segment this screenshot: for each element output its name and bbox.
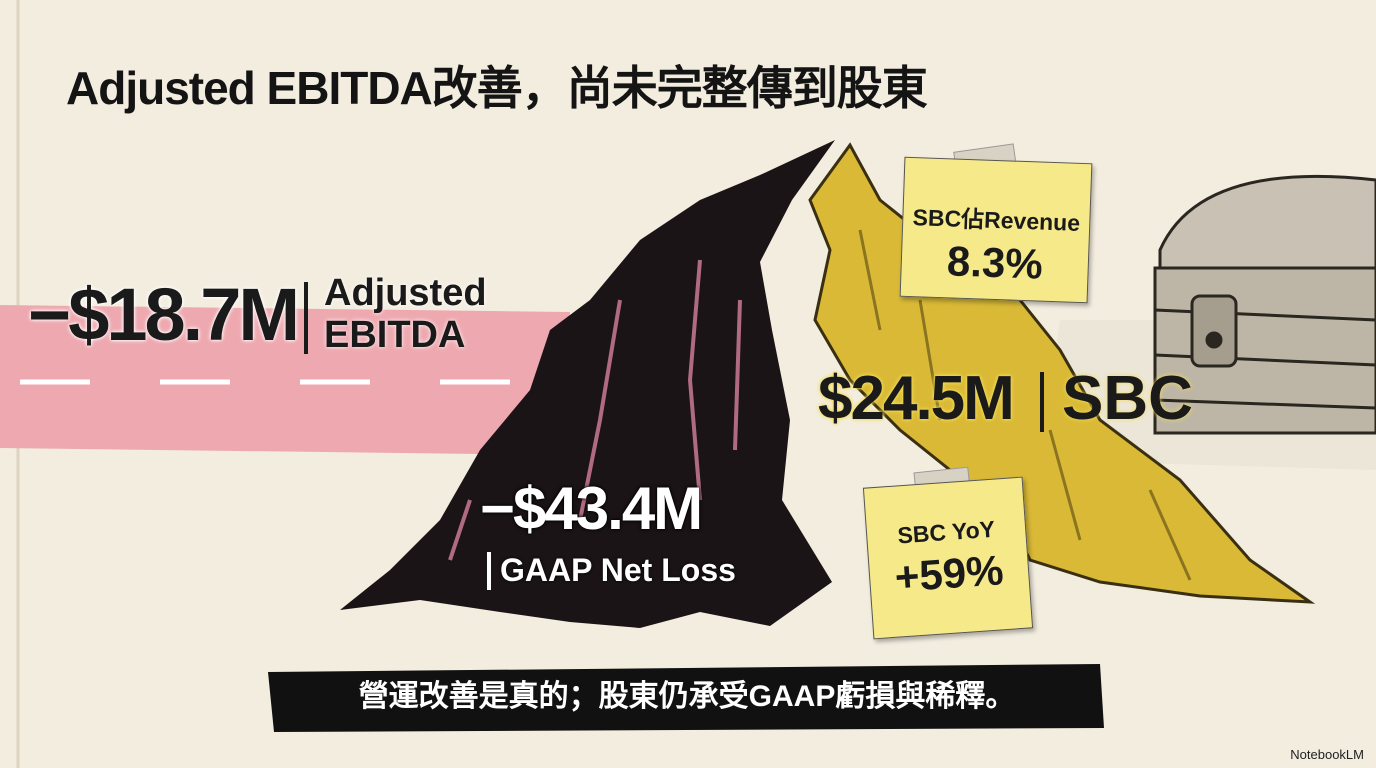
sticky-note: SBC YoY +59%	[862, 476, 1034, 640]
treasure-chest	[1153, 174, 1376, 435]
note-value: +59%	[893, 546, 1005, 601]
dark-crack	[340, 140, 835, 628]
banner-brush	[268, 664, 1104, 732]
pink-road	[0, 305, 570, 455]
sticky-note: SBC佔Revenue 8.3%	[899, 156, 1093, 304]
banner: 營運改善是真的；股東仍承受GAAP虧損與稀釋。	[358, 680, 1016, 713]
note-label: SBC佔Revenue	[912, 204, 1081, 236]
metric-label: Adjusted EBITDA	[324, 272, 487, 356]
watermark: NotebookLM	[1290, 747, 1364, 762]
metric-label: SBC	[1062, 364, 1193, 433]
title: Adjusted EBITDA改善，尚未完整傳到股東	[66, 62, 928, 114]
separators	[304, 282, 1044, 590]
note-value: 8.3%	[946, 237, 1044, 288]
gold-strokes	[858, 229, 1192, 581]
metric-value: −$18.7M	[28, 273, 300, 356]
metric-value: −$43.4M	[480, 475, 703, 542]
metric-value: $24.5M	[818, 364, 1015, 433]
crack-highlights	[448, 259, 742, 561]
metric-label: GAAP Net Loss	[500, 552, 736, 588]
